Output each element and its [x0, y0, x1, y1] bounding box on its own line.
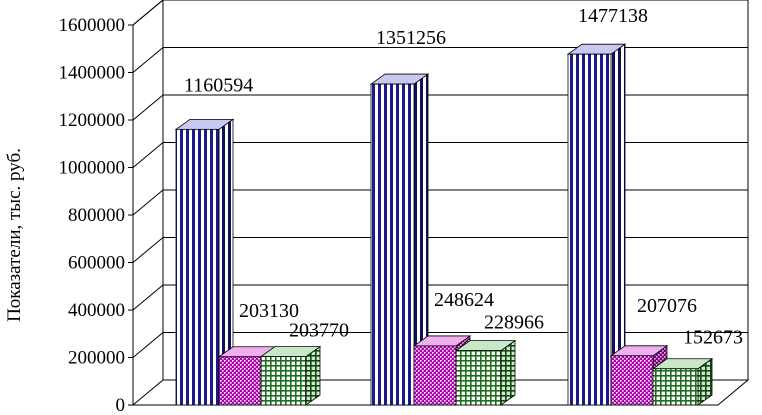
data-label: 203770	[289, 320, 349, 342]
bar-front	[260, 356, 307, 406]
data-label: 1351256	[376, 27, 446, 49]
y-tick-label: 1600000	[59, 15, 126, 36]
gridline-side	[132, 94, 164, 121]
gridline-side	[132, 47, 164, 73]
bar-front	[175, 128, 220, 406]
y-axis-title: Показатели, тыс. руб.	[4, 148, 25, 322]
data-label: 207076	[637, 295, 697, 317]
y-tick-label: 1000000	[59, 158, 126, 179]
data-label: 1160594	[184, 74, 253, 96]
bar-front	[218, 356, 262, 406]
bar-front	[413, 345, 457, 406]
floor	[131, 379, 750, 406]
series-3-bar	[454, 339, 517, 406]
bar-front	[567, 53, 612, 406]
bars	[174, 43, 714, 406]
y-axis-ticks: 0 200000 400000 600000 800000 1000000 1200000 1…	[59, 0, 748, 415]
y-tick-label: 800000	[68, 205, 125, 226]
gridline-side	[132, 284, 164, 311]
gridline-side	[132, 332, 164, 358]
gridline-side	[132, 0, 164, 26]
series-3-bar	[259, 345, 322, 406]
y-tick-label: 1200000	[59, 110, 126, 131]
data-label: 152673	[683, 327, 743, 349]
bar-front	[370, 83, 415, 406]
bar-front	[652, 368, 699, 406]
data-label: 228966	[484, 312, 544, 334]
series-1-bar	[566, 43, 627, 406]
y-tick-label: 1400000	[59, 63, 126, 84]
gridline-side	[132, 189, 164, 216]
gridline-side	[132, 237, 164, 263]
data-label: 1477138	[578, 5, 648, 27]
y-tick-label: 200000	[68, 348, 125, 369]
bar-front	[610, 355, 654, 406]
bar-front	[455, 350, 502, 406]
series-3-bar	[651, 357, 714, 406]
y-tick-label: 400000	[68, 300, 125, 321]
data-label: 203130	[239, 300, 299, 322]
bar-side	[500, 339, 516, 406]
data-label: 248624	[434, 289, 494, 311]
gridline-side	[132, 142, 164, 168]
y-tick-label: 0	[116, 395, 126, 415]
series-1-bar	[369, 73, 430, 406]
y-tick-label: 600000	[68, 253, 125, 274]
